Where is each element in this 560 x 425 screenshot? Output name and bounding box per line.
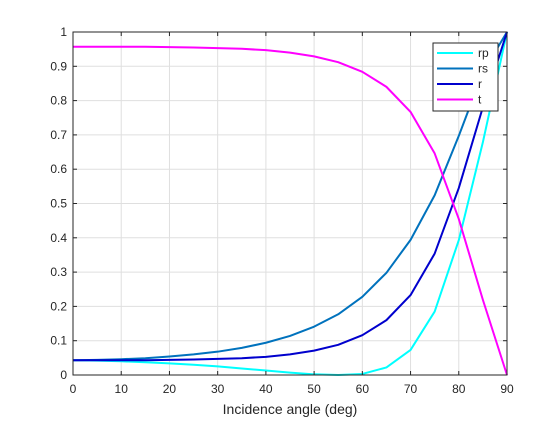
series-line-rs xyxy=(72,31,508,362)
legend-label-r: r xyxy=(478,77,482,91)
x-axis-ticks: 0 10 20 30 40 50 60 70 80 90 xyxy=(70,32,514,396)
y-tick-label: 0.9 xyxy=(50,59,67,73)
y-tick-label: 0.7 xyxy=(50,128,67,142)
y-tick-label: 0.3 xyxy=(50,265,67,279)
x-tick-label: 80 xyxy=(452,382,466,396)
x-tick-label: 50 xyxy=(307,382,321,396)
x-tick-label: 0 xyxy=(70,382,77,396)
y-tick-label: 0.5 xyxy=(50,197,67,211)
y-tick-label: 1 xyxy=(60,25,67,39)
series-lines xyxy=(72,31,508,376)
legend-label-rp: rp xyxy=(478,46,489,60)
series-line-t xyxy=(73,45,508,376)
y-tick-label: 0 xyxy=(60,368,67,382)
series-line-rp xyxy=(72,31,508,376)
x-axis-label: Incidence angle (deg) xyxy=(223,401,358,417)
y-tick-label: 0.8 xyxy=(50,94,67,108)
x-tick-label: 30 xyxy=(211,382,225,396)
x-tick-label: 40 xyxy=(259,382,273,396)
x-tick-label: 70 xyxy=(404,382,418,396)
legend-label-t: t xyxy=(478,93,482,107)
legend-label-rs: rs xyxy=(478,62,488,76)
y-axis-ticks: 0 0.1 0.2 0.3 0.4 0.5 0.6 0.7 0.8 0.9 1 xyxy=(50,25,507,382)
y-tick-label: 0.2 xyxy=(50,299,67,313)
y-tick-label: 0.4 xyxy=(50,231,67,245)
y-tick-label: 0.1 xyxy=(50,334,67,348)
x-tick-label: 10 xyxy=(115,382,129,396)
y-tick-label: 0.6 xyxy=(50,162,67,176)
grid-lines xyxy=(72,31,508,376)
x-tick-label: 20 xyxy=(163,382,177,396)
series-line-r xyxy=(73,31,508,362)
x-tick-label: 90 xyxy=(500,382,514,396)
x-tick-label: 60 xyxy=(356,382,370,396)
